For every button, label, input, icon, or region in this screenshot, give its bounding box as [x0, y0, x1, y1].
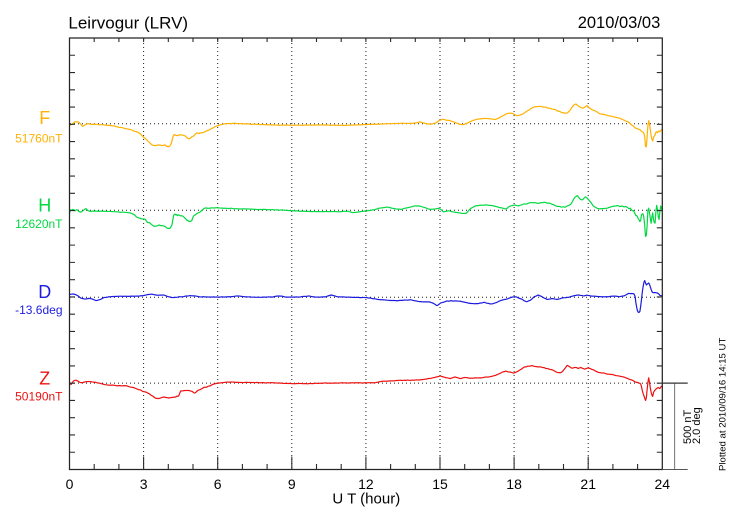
svg-text:Plotted at 2010/09/16 14:15 UT: Plotted at 2010/09/16 14:15 UT — [717, 338, 728, 471]
svg-text:2010/03/03: 2010/03/03 — [578, 14, 661, 32]
svg-text:24: 24 — [655, 476, 671, 492]
svg-text:6: 6 — [214, 476, 222, 492]
svg-text:3: 3 — [140, 476, 148, 492]
svg-text:15: 15 — [432, 476, 448, 492]
svg-text:H: H — [38, 196, 51, 216]
svg-text:9: 9 — [288, 476, 296, 492]
svg-text:500 nT: 500 nT — [682, 409, 694, 444]
svg-text:Leirvogur (LRV): Leirvogur (LRV) — [68, 14, 188, 33]
svg-text:12: 12 — [358, 476, 374, 492]
svg-text:-13.6deg: -13.6deg — [15, 303, 62, 317]
svg-text:2.0 deg: 2.0 deg — [691, 407, 703, 444]
svg-text:50190nT: 50190nT — [15, 390, 63, 404]
svg-text:18: 18 — [506, 476, 522, 492]
svg-text:Z: Z — [39, 369, 50, 389]
svg-text:21: 21 — [580, 476, 596, 492]
svg-text:D: D — [38, 282, 51, 302]
svg-text:F: F — [39, 108, 50, 128]
svg-text:12620nT: 12620nT — [15, 217, 63, 231]
svg-text:51760nT: 51760nT — [15, 131, 63, 145]
svg-text:U T (hour): U T (hour) — [332, 491, 400, 508]
svg-text:0: 0 — [66, 476, 74, 492]
